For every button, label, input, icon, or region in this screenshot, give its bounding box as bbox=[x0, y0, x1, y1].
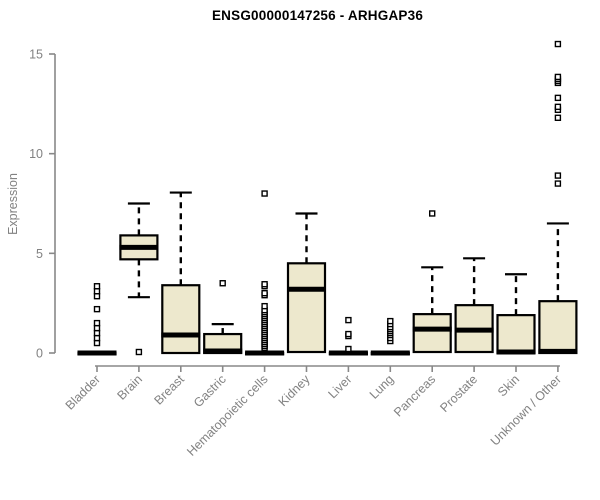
outlier-point bbox=[554, 180, 562, 187]
outlier-point bbox=[554, 172, 562, 179]
outlier-point bbox=[93, 329, 101, 337]
outlier-point bbox=[93, 292, 101, 300]
outlier-point bbox=[554, 40, 562, 48]
chart-title: ENSG00000147256 - ARHGAP36 bbox=[211, 8, 424, 23]
outlier-point bbox=[93, 324, 101, 332]
outlier-point bbox=[554, 103, 562, 111]
box-Breast bbox=[161, 284, 201, 355]
outlier-point bbox=[345, 316, 352, 324]
outlier-point bbox=[135, 348, 143, 356]
outlier-point bbox=[429, 210, 436, 217]
outlier-point bbox=[345, 345, 352, 353]
y-tick-label: 0 bbox=[36, 347, 43, 361]
outlier-point bbox=[261, 290, 268, 297]
box-Kidney bbox=[286, 262, 327, 354]
box-Unknown / Other bbox=[538, 300, 578, 355]
y-tick-label: 15 bbox=[29, 48, 43, 62]
outlier-point bbox=[345, 330, 352, 338]
y-tick-label: 10 bbox=[29, 147, 43, 161]
outlier-point bbox=[387, 317, 394, 325]
x-category-label: Skin bbox=[495, 372, 522, 399]
outlier-point bbox=[93, 334, 101, 342]
outlier-point bbox=[261, 190, 268, 197]
box-Pancreas bbox=[412, 313, 452, 354]
x-category-label: Prostate bbox=[437, 372, 480, 415]
outlier-point bbox=[93, 339, 101, 347]
x-category-label: Gastric bbox=[191, 372, 229, 410]
x-category-label: Hematopoietic cells bbox=[184, 372, 271, 459]
x-category-label: Bladder bbox=[63, 372, 103, 412]
outlier-point bbox=[93, 288, 101, 295]
y-tick-label: 5 bbox=[36, 247, 43, 261]
x-category-label: Brain bbox=[114, 372, 145, 403]
box-Skin bbox=[496, 314, 536, 355]
outlier-point bbox=[93, 283, 101, 290]
x-category-label: Unknown / Other bbox=[488, 372, 564, 448]
outlier-point bbox=[261, 281, 268, 288]
x-category-label: Kidney bbox=[276, 372, 313, 409]
outlier-point bbox=[219, 280, 226, 287]
outlier-point bbox=[93, 305, 101, 313]
outlier-point bbox=[261, 302, 268, 310]
x-category-label: Breast bbox=[151, 372, 187, 408]
x-category-label: Liver bbox=[325, 372, 354, 401]
outlier-point bbox=[554, 73, 562, 81]
x-category-label: Pancreas bbox=[391, 372, 438, 419]
x-category-label: Lung bbox=[367, 372, 397, 402]
outlier-point bbox=[554, 94, 562, 102]
outlier-point bbox=[93, 319, 101, 327]
outlier-point bbox=[554, 114, 562, 121]
